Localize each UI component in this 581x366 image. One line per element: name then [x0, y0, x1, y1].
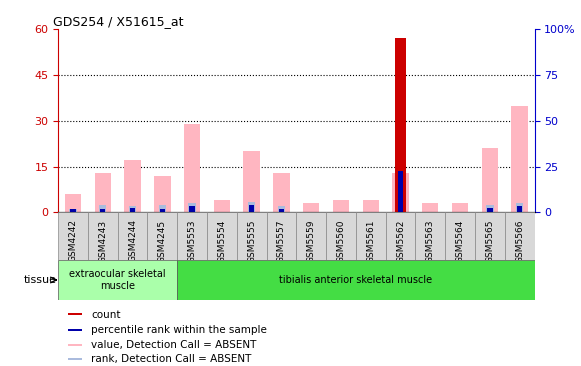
Text: GSM5563: GSM5563 [426, 219, 435, 263]
Bar [486, 205, 494, 212]
Bar [395, 38, 406, 212]
Text: GSM5559: GSM5559 [307, 219, 315, 263]
Bar [214, 200, 230, 212]
Bar [422, 203, 439, 212]
FancyBboxPatch shape [296, 212, 326, 260]
Text: GSM5554: GSM5554 [217, 219, 227, 263]
Bar [333, 200, 349, 212]
FancyBboxPatch shape [237, 212, 267, 260]
Bar [189, 206, 195, 212]
Bar [160, 209, 165, 212]
FancyBboxPatch shape [505, 212, 535, 260]
Text: GSM4244: GSM4244 [128, 219, 137, 262]
Text: GSM4245: GSM4245 [158, 219, 167, 262]
Bar [188, 203, 196, 212]
Bar [69, 209, 77, 212]
FancyBboxPatch shape [475, 212, 505, 260]
FancyBboxPatch shape [386, 212, 415, 260]
Bar [129, 206, 137, 212]
Text: GSM5564: GSM5564 [456, 219, 465, 263]
Text: extraocular skeletal
muscle: extraocular skeletal muscle [69, 269, 166, 291]
FancyBboxPatch shape [326, 212, 356, 260]
FancyBboxPatch shape [415, 212, 445, 260]
Bar [452, 203, 468, 212]
Bar [516, 203, 523, 212]
Text: GSM5553: GSM5553 [188, 219, 196, 263]
FancyBboxPatch shape [117, 212, 148, 260]
Bar [278, 206, 285, 212]
Text: GDS254 / X51615_at: GDS254 / X51615_at [53, 15, 184, 28]
Text: GSM4243: GSM4243 [98, 219, 107, 262]
Bar [95, 173, 111, 212]
Text: GSM5566: GSM5566 [515, 219, 524, 263]
Bar [392, 173, 408, 212]
Bar [273, 173, 289, 212]
Bar [243, 151, 260, 212]
Text: GSM5555: GSM5555 [247, 219, 256, 263]
Text: percentile rank within the sample: percentile rank within the sample [91, 325, 267, 335]
FancyBboxPatch shape [148, 212, 177, 260]
Bar [249, 205, 254, 212]
Bar [248, 202, 256, 212]
Bar [363, 200, 379, 212]
FancyBboxPatch shape [177, 212, 207, 260]
FancyBboxPatch shape [67, 344, 82, 346]
Bar [130, 208, 135, 212]
Bar [124, 160, 141, 212]
Bar [517, 206, 522, 212]
Bar [70, 209, 76, 212]
Bar [303, 203, 320, 212]
Text: tissue: tissue [24, 275, 56, 285]
FancyBboxPatch shape [58, 212, 88, 260]
Bar [511, 105, 528, 212]
Text: GSM5562: GSM5562 [396, 219, 405, 263]
FancyBboxPatch shape [177, 260, 535, 300]
Text: GSM5560: GSM5560 [336, 219, 346, 263]
Text: tibialis anterior skeletal muscle: tibialis anterior skeletal muscle [279, 275, 432, 285]
Text: GSM5561: GSM5561 [366, 219, 375, 263]
Bar [99, 205, 106, 212]
Bar [487, 208, 493, 212]
FancyBboxPatch shape [88, 212, 117, 260]
Text: GSM5565: GSM5565 [485, 219, 494, 263]
Bar [398, 171, 403, 212]
FancyBboxPatch shape [67, 313, 82, 315]
Text: value, Detection Call = ABSENT: value, Detection Call = ABSENT [91, 340, 257, 350]
Bar [65, 194, 81, 212]
Bar [279, 209, 284, 212]
Text: rank, Detection Call = ABSENT: rank, Detection Call = ABSENT [91, 354, 252, 365]
Bar [100, 209, 105, 212]
Text: GSM5557: GSM5557 [277, 219, 286, 263]
FancyBboxPatch shape [207, 212, 237, 260]
FancyBboxPatch shape [67, 329, 82, 330]
FancyBboxPatch shape [67, 358, 82, 360]
FancyBboxPatch shape [267, 212, 296, 260]
Bar [184, 124, 200, 212]
Bar [159, 205, 166, 212]
Bar [482, 148, 498, 212]
Bar [154, 176, 170, 212]
FancyBboxPatch shape [445, 212, 475, 260]
FancyBboxPatch shape [356, 212, 386, 260]
FancyBboxPatch shape [58, 260, 177, 300]
Text: GSM4242: GSM4242 [69, 219, 77, 262]
Text: count: count [91, 310, 121, 320]
